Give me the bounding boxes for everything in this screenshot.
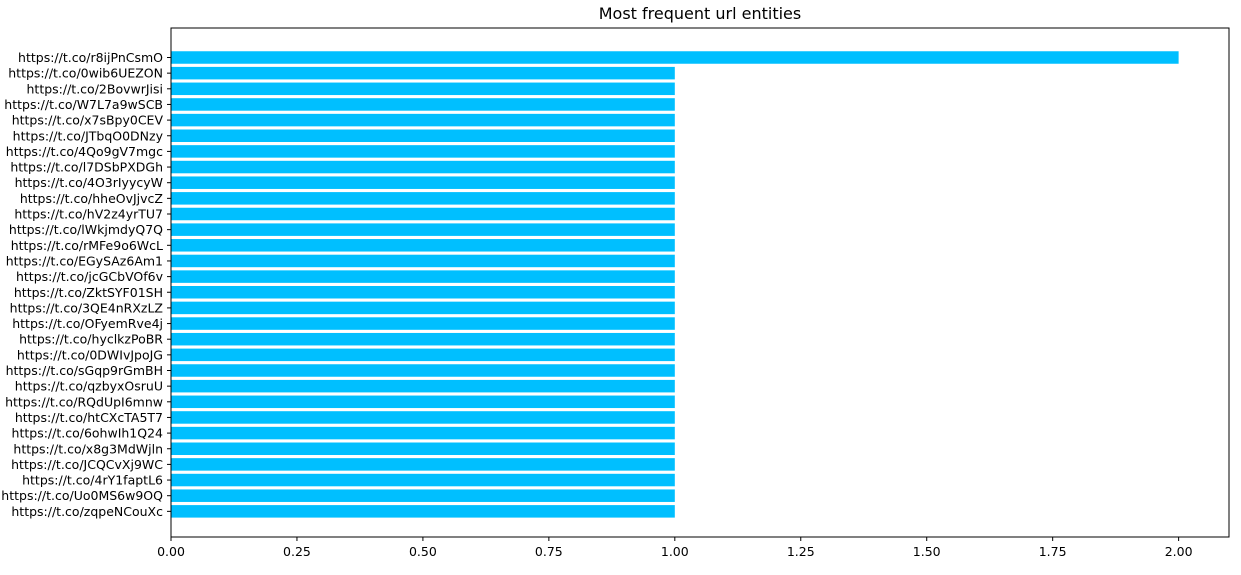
bar (171, 489, 675, 502)
y-tick-label: https://t.co/2BovwrJisi (27, 81, 164, 96)
bar (171, 458, 675, 471)
y-tick-label: https://t.co/JCQCvXj9WC (11, 457, 163, 472)
y-tick-label: https://t.co/4O3rIyycyW (15, 175, 163, 190)
y-tick-label: https://t.co/4Qo9gV7mgc (6, 144, 163, 159)
bar (171, 270, 675, 283)
x-tick-label: 0.50 (409, 544, 437, 559)
y-tick-label: https://t.co/sGqp9rGmBH (6, 363, 163, 378)
x-tick-label: 1.25 (787, 544, 815, 559)
y-tick-label: https://t.co/3QE4nRXzLZ (10, 300, 163, 315)
y-tick-label: https://t.co/l7DSbPXDGh (10, 160, 163, 175)
x-tick-label: 0.00 (157, 544, 185, 559)
x-tick-label: 0.75 (535, 544, 563, 559)
y-tick-label: https://t.co/RQdUpI6mnw (5, 394, 163, 409)
bars-group (171, 51, 1179, 518)
bar (171, 505, 675, 518)
y-tick-label: https://t.co/JTbqO0DNzy (13, 128, 164, 143)
y-tick-label: https://t.co/6ohwIh1Q24 (12, 426, 164, 441)
bar (171, 145, 675, 158)
y-tick-label: https://t.co/Uo0MS6w9OQ (1, 488, 163, 503)
bar (171, 176, 675, 189)
bar (171, 98, 675, 111)
y-tick-label: https://t.co/htCXcTA5T7 (15, 410, 163, 425)
bar (171, 286, 675, 299)
bar (171, 113, 675, 127)
chart-title: Most frequent url entities (599, 4, 801, 23)
bar (171, 192, 675, 205)
bar (171, 207, 675, 221)
bar (171, 239, 675, 252)
y-tick-label: https://t.co/hyclkzPoBR (19, 332, 163, 347)
bar (171, 379, 675, 393)
y-tick-label: https://t.co/r8ijPnCsmO (18, 50, 163, 65)
bar (171, 160, 675, 174)
y-tick-label: https://t.co/OFyemRve4j (12, 316, 163, 331)
y-tick-label: https://t.co/hheOvJjvcZ (20, 191, 163, 206)
bar (171, 223, 675, 236)
y-tick-label: https://t.co/0wib6UEZON (8, 66, 163, 81)
y-tick-label: https://t.co/W7L7a9wSCB (4, 97, 163, 112)
bar (171, 129, 675, 142)
x-tick-label: 2.00 (1165, 544, 1193, 559)
bar (171, 317, 675, 330)
bar (171, 82, 675, 96)
bar (171, 442, 675, 455)
y-tick-label: https://t.co/EGySAz6Am1 (6, 253, 163, 268)
y-tick-label: https://t.co/lWkjmdyQ7Q (9, 222, 163, 237)
x-ticks: 0.00 0.25 0.50 0.75 1.00 1.25 1.50 1.75 2.00 (157, 537, 1193, 559)
y-tick-labels: https://t.co/r8ijPnCsmOhttps://t.co/0wib… (1, 50, 171, 519)
bar (171, 395, 675, 409)
bar (171, 348, 675, 362)
bar (171, 301, 675, 315)
plot-frame (170, 27, 1230, 538)
bar (171, 254, 675, 268)
x-tick-label: 0.25 (283, 544, 311, 559)
y-tick-label: https://t.co/0DWIvJpoJG (17, 347, 163, 362)
x-tick-label: 1.50 (913, 544, 941, 559)
bar (171, 426, 675, 440)
bar (171, 51, 1179, 64)
y-tick-label: https://t.co/qzbyxOsruU (15, 379, 163, 394)
bar (171, 411, 675, 424)
y-tick-label: https://t.co/hV2z4yrTU7 (14, 207, 163, 222)
bar (171, 364, 675, 377)
y-tick-label: https://t.co/rMFe9o6WcL (11, 238, 163, 253)
y-tick-label: https://t.co/jcGCbVOf6v (16, 269, 164, 284)
x-tick-label: 1.00 (661, 544, 689, 559)
x-tick-label: 1.75 (1039, 544, 1067, 559)
y-tick-label: https://t.co/zqpeNCouXc (11, 504, 163, 519)
y-tick-label: https://t.co/4rY1faptL6 (22, 473, 163, 488)
y-tick-label: https://t.co/ZktSYF01SH (14, 285, 163, 300)
bar (171, 66, 675, 80)
y-tick-label: https://t.co/x8g3MdWjln (13, 441, 163, 456)
y-tick-label: https://t.co/x7sBpy0CEV (12, 113, 164, 128)
bar (171, 473, 675, 487)
bar (171, 332, 675, 346)
